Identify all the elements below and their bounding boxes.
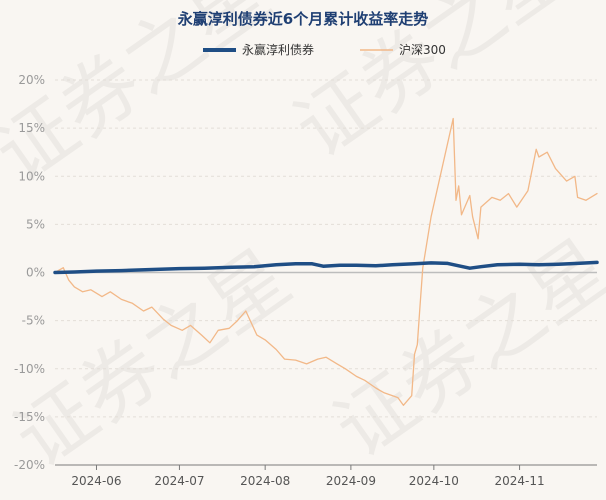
y-tick-label: -15% — [14, 410, 45, 424]
series-line-fund — [53, 260, 599, 275]
y-tick-label: 5% — [26, 217, 45, 231]
y-axis-ticks: 20% 15% 10% 5% 0% -5% -10% -15% -20% — [14, 73, 45, 472]
y-tick-label: 0% — [26, 266, 45, 280]
legend-label-index[interactable]: 沪深300 — [399, 43, 446, 57]
legend-label-fund[interactable]: 永赢淳利债券 — [242, 42, 314, 57]
x-tick-label: 2024-10 — [409, 474, 459, 488]
x-tick-label: 2024-08 — [240, 474, 290, 488]
x-tick-label: 2024-11 — [495, 474, 545, 488]
y-tick-label: -10% — [14, 362, 45, 376]
grid — [55, 79, 597, 466]
svg-text:证券之星: 证券之星 — [319, 223, 606, 476]
y-tick-label: -20% — [14, 458, 45, 472]
watermark: 证券之星 证券之星 证券之星 证券之星 — [0, 0, 606, 486]
chart-title: 永赢淳利债券近6个月累计收益率走势 — [177, 10, 428, 28]
x-tick-label: 2024-06 — [71, 474, 121, 488]
series — [53, 117, 599, 406]
y-tick-label: 15% — [18, 121, 45, 135]
x-tick-label: 2024-07 — [154, 474, 204, 488]
x-tick-label: 2024-09 — [326, 474, 376, 488]
y-tick-label: 10% — [18, 169, 45, 183]
y-tick-label: 20% — [18, 73, 45, 87]
series-line-index — [54, 117, 598, 406]
legend: 永赢淳利债券 沪深300 — [203, 42, 446, 57]
y-tick-label: -5% — [22, 314, 45, 328]
x-axis-ticks: 2024-06 2024-07 2024-08 2024-09 2024-10 2024-… — [71, 465, 545, 488]
